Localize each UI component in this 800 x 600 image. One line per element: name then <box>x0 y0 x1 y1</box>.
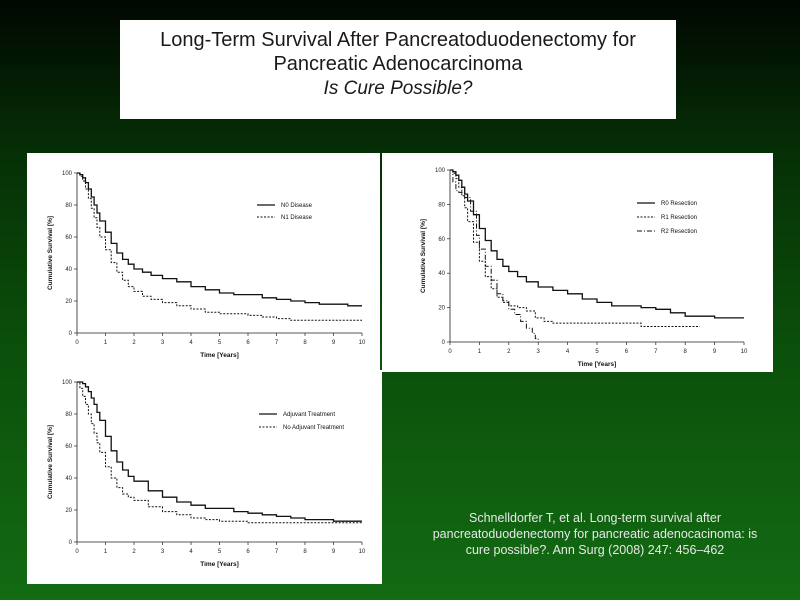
chart-panel-nodal-status: 0 1 2 3 4 5 6 7 8 9 10 0 20 40 60 80 100 Time [Years] Cumu… <box>27 153 380 370</box>
x-tick-label: 3 <box>161 549 165 555</box>
legend-label-no-adjuvant-treatment: No Adjuvant Treatment <box>283 425 344 431</box>
x-tick-label: 2 <box>132 340 136 346</box>
y-tick-label: 40 <box>65 267 72 273</box>
x-tick-label: 5 <box>595 349 599 355</box>
series-line-adjuvant-treatment <box>77 381 362 522</box>
slide-title: Long-Term Survival After Pancreatoduoden… <box>160 29 636 75</box>
x-tick-label: 3 <box>161 340 165 346</box>
x-tick-label: 10 <box>741 349 748 355</box>
series-line-r2-resection <box>450 169 539 342</box>
x-tick-label: 1 <box>104 549 108 555</box>
x-tick-label: 8 <box>303 340 307 346</box>
title-box: Long-Term Survival After Pancreatoduoden… <box>120 20 676 119</box>
x-axis-label: Time [Years] <box>200 561 239 568</box>
x-tick-label: 4 <box>189 549 193 555</box>
y-tick-label: 20 <box>438 306 445 312</box>
legend-label-r0-resection: R0 Resection <box>661 201 697 207</box>
legend-label-n1-disease: N1 Disease <box>281 215 313 221</box>
x-tick-label: 6 <box>246 549 250 555</box>
y-axis-label: Cumulative Survival [%] <box>47 216 54 290</box>
x-axis-label: Time [Years] <box>578 361 617 368</box>
x-tick-label: 9 <box>332 549 336 555</box>
y-tick-label: 40 <box>65 476 72 482</box>
y-tick-label: 80 <box>438 202 445 208</box>
chart-panel-adjuvant-treatment: 0 1 2 3 4 5 6 7 8 9 10 0 20 40 60 80 100 Time [Years] Cumu… <box>27 370 382 584</box>
x-tick-label: 2 <box>507 349 511 355</box>
x-tick-label: 5 <box>218 340 222 346</box>
x-tick-label: 6 <box>625 349 629 355</box>
y-tick-label: 60 <box>65 235 72 241</box>
y-tick-label: 0 <box>69 331 73 337</box>
x-tick-label: 8 <box>684 349 688 355</box>
y-tick-label: 0 <box>442 340 446 346</box>
y-tick-label: 80 <box>65 203 72 209</box>
x-tick-label: 1 <box>478 349 482 355</box>
x-tick-label: 0 <box>448 349 452 355</box>
y-tick-label: 40 <box>438 271 445 277</box>
x-tick-label: 9 <box>713 349 717 355</box>
series-line-n1-disease <box>77 172 362 321</box>
legend-label-r2-resection: R2 Resection <box>661 229 697 235</box>
y-tick-label: 60 <box>65 444 72 450</box>
series-line-r1-resection <box>450 169 700 327</box>
legend-label-n0-disease: N0 Disease <box>281 203 313 209</box>
y-tick-label: 20 <box>65 508 72 514</box>
x-tick-label: 3 <box>537 349 541 355</box>
y-tick-label: 80 <box>65 412 72 418</box>
y-tick-label: 100 <box>62 171 73 177</box>
chart-panel-resection-margin: 0 1 2 3 4 5 6 7 8 9 10 0 20 40 60 80 100 Time [Years] Cumu… <box>382 153 773 372</box>
y-axis-label: Cumulative Survival [%] <box>420 219 427 293</box>
x-tick-label: 7 <box>654 349 658 355</box>
x-tick-label: 6 <box>246 340 250 346</box>
x-tick-label: 4 <box>566 349 570 355</box>
x-tick-label: 8 <box>303 549 307 555</box>
y-tick-label: 20 <box>65 299 72 305</box>
series-line-r0-resection <box>450 169 744 319</box>
x-tick-label: 1 <box>104 340 108 346</box>
x-tick-label: 10 <box>359 549 366 555</box>
x-tick-label: 2 <box>132 549 136 555</box>
y-tick-label: 0 <box>69 540 73 546</box>
x-tick-label: 7 <box>275 549 279 555</box>
x-tick-label: 5 <box>218 549 222 555</box>
slide-subtitle: Is Cure Possible? <box>323 78 473 99</box>
y-tick-label: 100 <box>435 168 446 174</box>
x-tick-label: 10 <box>359 340 366 346</box>
x-tick-label: 7 <box>275 340 279 346</box>
x-tick-label: 9 <box>332 340 336 346</box>
x-tick-label: 4 <box>189 340 193 346</box>
x-tick-label: 0 <box>75 549 79 555</box>
y-tick-label: 60 <box>438 237 445 243</box>
legend-label-adjuvant-treatment: Adjuvant Treatment <box>283 412 335 418</box>
y-axis-label: Cumulative Survival [%] <box>47 425 54 499</box>
y-tick-label: 100 <box>62 380 73 386</box>
series-line-no-adjuvant-treatment <box>77 381 362 524</box>
series-line-n0-disease <box>77 172 362 307</box>
citation-text: Schnelldorfer T, et al. Long-term surviv… <box>432 511 758 557</box>
x-axis-label: Time [Years] <box>200 352 239 359</box>
x-tick-label: 0 <box>75 340 79 346</box>
legend-label-r1-resection: R1 Resection <box>661 215 697 221</box>
